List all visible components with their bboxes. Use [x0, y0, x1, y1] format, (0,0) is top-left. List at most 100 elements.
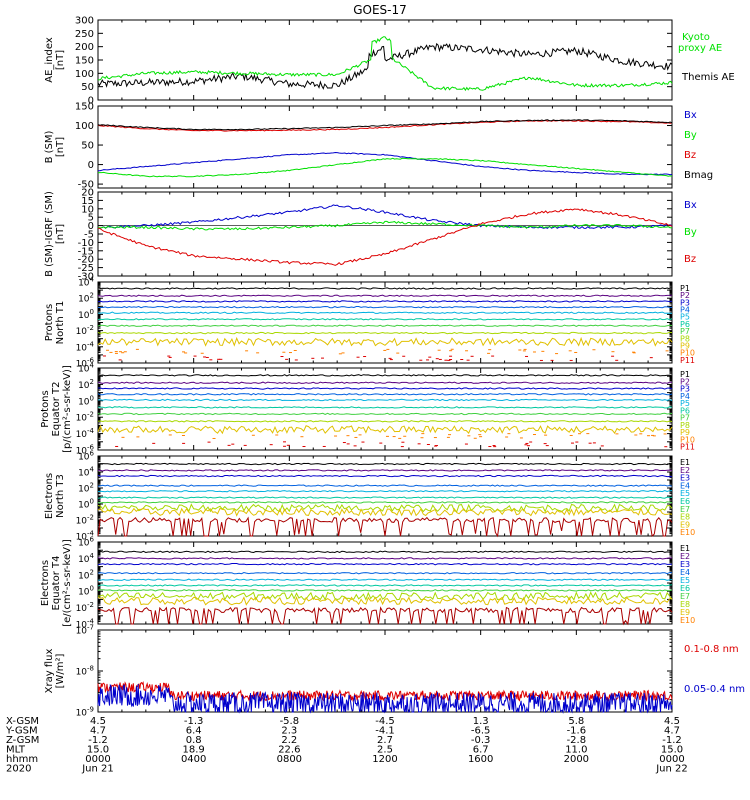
y-tick-label: 0	[88, 160, 94, 171]
y-tick-label: 10-2	[76, 411, 94, 424]
series-p2-4	[97, 381, 673, 384]
legend-e9: E9	[680, 520, 690, 529]
p2-ylabel: Protons	[40, 390, 51, 427]
p1-ylabel: North T1	[55, 301, 66, 345]
series-p8-4	[97, 420, 673, 423]
y-tick-label: 50	[81, 141, 94, 152]
bottom-axis-table: X-GSMY-GSMZ-GSMMLThhmm20204.54.7-1.215.0…	[5, 716, 688, 775]
p2-ylabel: [p/(cm²-s-sr-keV)]	[62, 365, 73, 453]
series-bx-1	[97, 151, 673, 176]
series-e8-5	[97, 503, 673, 514]
y-tick-label: 10	[81, 204, 94, 215]
axis-cell: 6.7	[473, 745, 489, 756]
legend-p2: P2	[680, 377, 690, 386]
y-tick-label: 102	[78, 292, 94, 305]
legend-e4: E4	[680, 481, 690, 490]
ae-ylabel: AE_index	[44, 37, 55, 83]
legend-p5: P5	[680, 313, 690, 322]
e1-frame	[97, 455, 673, 537]
axis-cell: -1.6	[567, 726, 587, 737]
axis-cell: 0000	[85, 754, 110, 765]
series-by-1	[97, 157, 673, 178]
series-e1-6	[97, 550, 673, 554]
series-p4-3	[98, 305, 673, 309]
legend-by: By	[684, 227, 697, 238]
series-p5-3	[97, 311, 673, 314]
y-tick-label: 100	[78, 498, 94, 511]
axis-cell: 4.7	[664, 726, 680, 737]
legend-p3: P3	[680, 298, 690, 307]
legend-themis-ae: Themis AE	[681, 72, 735, 83]
series-p1-4	[97, 374, 673, 377]
legend-p9: P9	[680, 428, 690, 437]
axis-cell: 1200	[372, 754, 397, 765]
axis-cell: 4.5	[664, 716, 680, 727]
y-tick-label: 10-8	[76, 665, 94, 678]
e2-ylabel: [e/(cm²-s-sr-keV)]	[62, 539, 73, 627]
axis-cell: -2.8	[567, 735, 587, 746]
axis-cell: 15.0	[87, 745, 109, 756]
series-e3-6	[97, 562, 673, 566]
series-p7-3	[97, 324, 673, 327]
axis-cell: 6.4	[186, 726, 202, 737]
axis-cell: 2.7	[377, 735, 393, 746]
y-tick-label: 10-2	[76, 324, 94, 337]
series-e2-6	[97, 557, 673, 560]
axis-cell: 4.5	[90, 716, 106, 727]
series-p1-3	[97, 287, 673, 290]
xr-ylabel: [W/m²]	[55, 653, 66, 688]
bigrf-frame	[97, 191, 673, 277]
legend-e3: E3	[680, 560, 690, 569]
legend-p6: P6	[680, 320, 690, 329]
e2-ylabel: Electrons	[40, 560, 51, 606]
y-tick-label: 300	[75, 16, 94, 27]
legend-p3: P3	[680, 385, 690, 394]
bsm-ylabel: B (SM)	[44, 130, 55, 163]
axis-cell: 4.7	[90, 726, 106, 737]
xr-ylabel: Xray flux	[44, 649, 55, 694]
axis-cell: 2000	[564, 754, 589, 765]
series-p3-3	[97, 300, 673, 303]
legend-xray-long: 0.05-0.4 nm	[684, 684, 745, 695]
y-tick-label: 100	[75, 121, 94, 132]
panels: AE_index [nT]050100150200250300Kyotoproxy…	[40, 16, 745, 719]
y-tick-label: 50	[81, 82, 94, 93]
axis-cell: 15.0	[661, 745, 683, 756]
y-tick-label: 100	[78, 308, 94, 321]
axis-cell: Jun 22	[655, 764, 688, 775]
axis-cell: 5.8	[568, 716, 584, 727]
series-e2-5	[97, 469, 673, 472]
axis-cell: 2.2	[281, 735, 297, 746]
y-tick-label: 104	[78, 466, 94, 479]
p2-frame	[97, 367, 673, 451]
legend-p2: P2	[680, 291, 690, 300]
bigrf-ylabel: B (SM)-IGRF (SM)	[44, 191, 55, 277]
legend-p4: P4	[680, 306, 690, 315]
y-tick-label: 102	[78, 568, 94, 581]
axis-cell: 0.8	[186, 735, 202, 746]
bigrf-ylabel: [nT]	[55, 224, 66, 244]
y-tick-label: 10-4	[76, 340, 95, 353]
y-tick-label: 200	[75, 42, 94, 53]
y-tick-label: -50	[78, 180, 94, 191]
legend-p1: P1	[680, 284, 690, 293]
legend-e1: E1	[680, 544, 690, 553]
series-e9-6	[97, 596, 673, 606]
legend-bmag: Bmag	[684, 170, 713, 181]
axis-cell: Jun 21	[81, 764, 114, 775]
series-kyoto-proxy-ae	[97, 36, 673, 92]
y-tick-label: 10-2	[76, 514, 94, 527]
legend-p10: P10	[680, 349, 695, 358]
series-0-05-0-4-nm	[97, 683, 673, 714]
legend-e10: E10	[680, 616, 695, 625]
series-p9-3	[97, 336, 673, 347]
legend-p9: P9	[680, 341, 690, 350]
e1-ylabel: North T3	[55, 474, 66, 518]
series-0-1-0-8-nm	[97, 681, 673, 703]
legend-p10: P10	[680, 435, 695, 444]
y-tick-label: 104	[78, 552, 94, 565]
legend-p11: P11	[680, 443, 695, 452]
series-e4-6	[97, 571, 673, 575]
legend-p7: P7	[680, 414, 690, 423]
